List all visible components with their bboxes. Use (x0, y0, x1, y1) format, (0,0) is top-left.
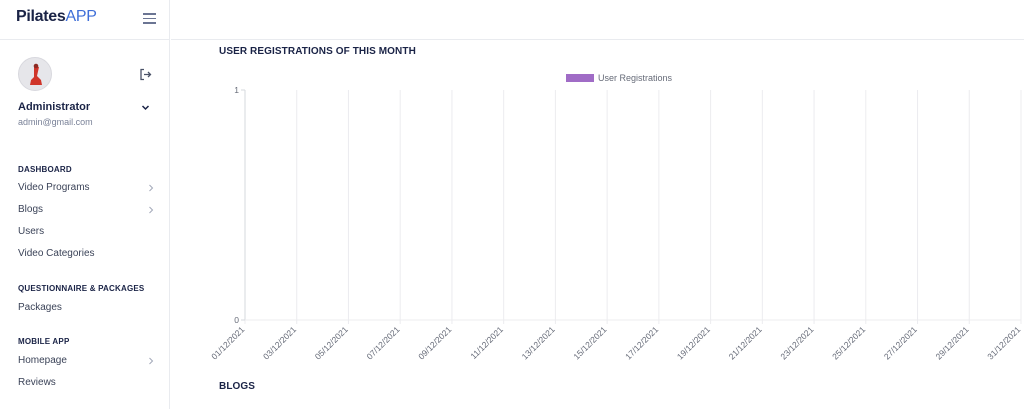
chart-section-title: USER REGISTRATIONS OF THIS MONTH (219, 46, 416, 57)
sidebar-item-label: Video Categories (18, 248, 95, 259)
legend-swatch (566, 74, 594, 82)
brand-accent: APP (65, 8, 97, 25)
user-email: admin@gmail.com (18, 117, 93, 127)
brand-row: PilatesAPP (0, 0, 169, 40)
x-tick-label: 03/12/2021 (261, 324, 298, 361)
sidebar-item-packages[interactable]: Packages (18, 301, 158, 317)
x-tick-label: 07/12/2021 (364, 324, 401, 361)
top-bar (171, 0, 1024, 40)
user-name: Administrator (18, 101, 91, 113)
x-tick-label: 27/12/2021 (882, 324, 919, 361)
nav-section-questionnaire-packages: QUESTIONNAIRE & PACKAGES (18, 284, 145, 293)
x-tick-label: 09/12/2021 (416, 324, 453, 361)
nav-section-dashboard: DASHBOARD (18, 165, 72, 174)
x-tick-label: 21/12/2021 (727, 324, 764, 361)
sidebar-item-label: Homepage (18, 355, 67, 366)
x-tick-label: 25/12/2021 (830, 324, 867, 361)
app-logo[interactable]: PilatesAPP (16, 8, 97, 26)
x-tick-label: 19/12/2021 (675, 324, 712, 361)
sidebar-item-label: Reviews (18, 377, 56, 388)
x-tick-label: 29/12/2021 (934, 324, 971, 361)
legend-label: User Registrations (598, 73, 673, 83)
brand-main: Pilates (16, 8, 66, 25)
sidebar-item-video-programs[interactable]: Video Programs (18, 181, 158, 197)
sidebar-item-users[interactable]: Users (18, 225, 158, 241)
chevron-right-icon (149, 206, 154, 214)
nav-section-mobile-app: MOBILE APP (18, 337, 70, 346)
y-tick-label: 1 (234, 85, 239, 95)
x-tick-label: 17/12/2021 (623, 324, 660, 361)
sidebar-item-label: Users (18, 226, 45, 237)
menu-toggle-icon[interactable] (143, 13, 156, 24)
avatar[interactable] (18, 57, 52, 91)
chevron-right-icon (149, 184, 154, 192)
sidebar-item-label: Packages (18, 302, 62, 313)
registrations-chart: User Registrations 01/12/2021 03/12/2021 05… (209, 73, 1022, 361)
logout-icon[interactable] (139, 68, 152, 81)
blogs-section-title: BLOGS (219, 381, 256, 392)
x-tick-label: 23/12/2021 (778, 324, 815, 361)
sidebar-item-label: Blogs (18, 204, 44, 215)
sidebar-item-label: Video Programs (18, 182, 90, 193)
chevron-right-icon (149, 357, 154, 365)
sidebar-item-video-categories[interactable]: Video Categories (18, 247, 158, 263)
sidebar-item-reviews[interactable]: Reviews (18, 376, 158, 392)
x-tick-label: 11/12/2021 (468, 324, 505, 361)
sidebar-item-blogs[interactable]: Blogs (18, 203, 158, 219)
x-tick-label: 01/12/2021 (209, 324, 246, 361)
x-tick-label: 15/12/2021 (571, 324, 608, 361)
x-tick-label: 05/12/2021 (313, 324, 350, 361)
y-tick-label: 0 (234, 315, 239, 325)
main-content: USER REGISTRATIONS OF THIS MONTH User Re… (171, 41, 1024, 409)
x-tick-label: 13/12/2021 (520, 324, 557, 361)
sidebar-item-homepage[interactable]: Homepage (18, 354, 158, 370)
chevron-down-icon[interactable] (141, 103, 150, 112)
x-tick-label: 31/12/2021 (985, 324, 1022, 361)
sidebar: PilatesAPP Administrator admin@gmail.com… (0, 0, 170, 409)
